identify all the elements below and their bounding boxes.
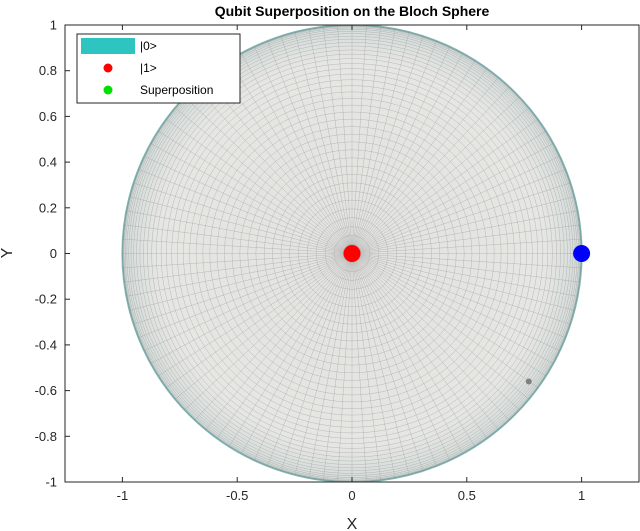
data-points (343, 245, 591, 385)
legend-label: |1> (140, 61, 157, 75)
x-tick-label: -0.5 (226, 488, 248, 503)
y-tick-label: -0.4 (35, 337, 57, 352)
y-tick-label: 1 (50, 18, 57, 33)
point-gray (525, 378, 532, 385)
y-tick-label: 0.2 (39, 200, 57, 215)
legend-marker (103, 63, 113, 73)
legend-entry: Superposition (103, 83, 213, 97)
legend-label: Superposition (140, 83, 213, 97)
y-tick-label: -0.8 (35, 429, 57, 444)
y-tick-label: 0.6 (39, 109, 57, 124)
legend-entry: |0> (81, 38, 157, 54)
y-axis-label: Y (0, 247, 16, 258)
x-axis-label: X (347, 516, 358, 531)
x-tick-label: 0 (348, 488, 355, 503)
legend-items: |0> |1> Superposition (81, 38, 213, 97)
y-tick-label: 0 (50, 246, 57, 261)
legend: |0> |1> Superposition (76, 33, 241, 104)
x-axis-ticks: -1 -0.5 0 0.5 1 (117, 25, 585, 503)
x-tick-label: 0.5 (458, 488, 476, 503)
chart-title: Qubit Superposition on the Bloch Sphere (215, 3, 490, 19)
point-blue (573, 245, 591, 262)
legend-entry: |1> (103, 61, 157, 75)
legend-label: |0> (140, 39, 157, 53)
y-tick-label: -1 (45, 475, 57, 490)
y-tick-label: -0.6 (35, 383, 57, 398)
y-axis-ticks: 1 0.8 0.6 0.4 0.2 0 -0.2 -0.4 -0.6 -0.8 -1 (35, 18, 70, 490)
sphere-mesh (122, 25, 582, 482)
y-tick-label: 0.8 (39, 63, 57, 78)
y-tick-label: 0.4 (39, 155, 57, 170)
x-tick-label: -1 (117, 488, 129, 503)
point-ket-one (343, 245, 361, 262)
x-tick-label: 1 (578, 488, 585, 503)
y-tick-label: -0.2 (35, 292, 57, 307)
legend-marker (103, 85, 113, 95)
legend-swatch (81, 38, 135, 54)
